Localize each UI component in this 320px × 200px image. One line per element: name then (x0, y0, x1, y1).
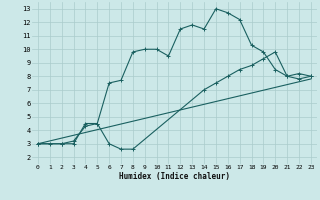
X-axis label: Humidex (Indice chaleur): Humidex (Indice chaleur) (119, 172, 230, 181)
